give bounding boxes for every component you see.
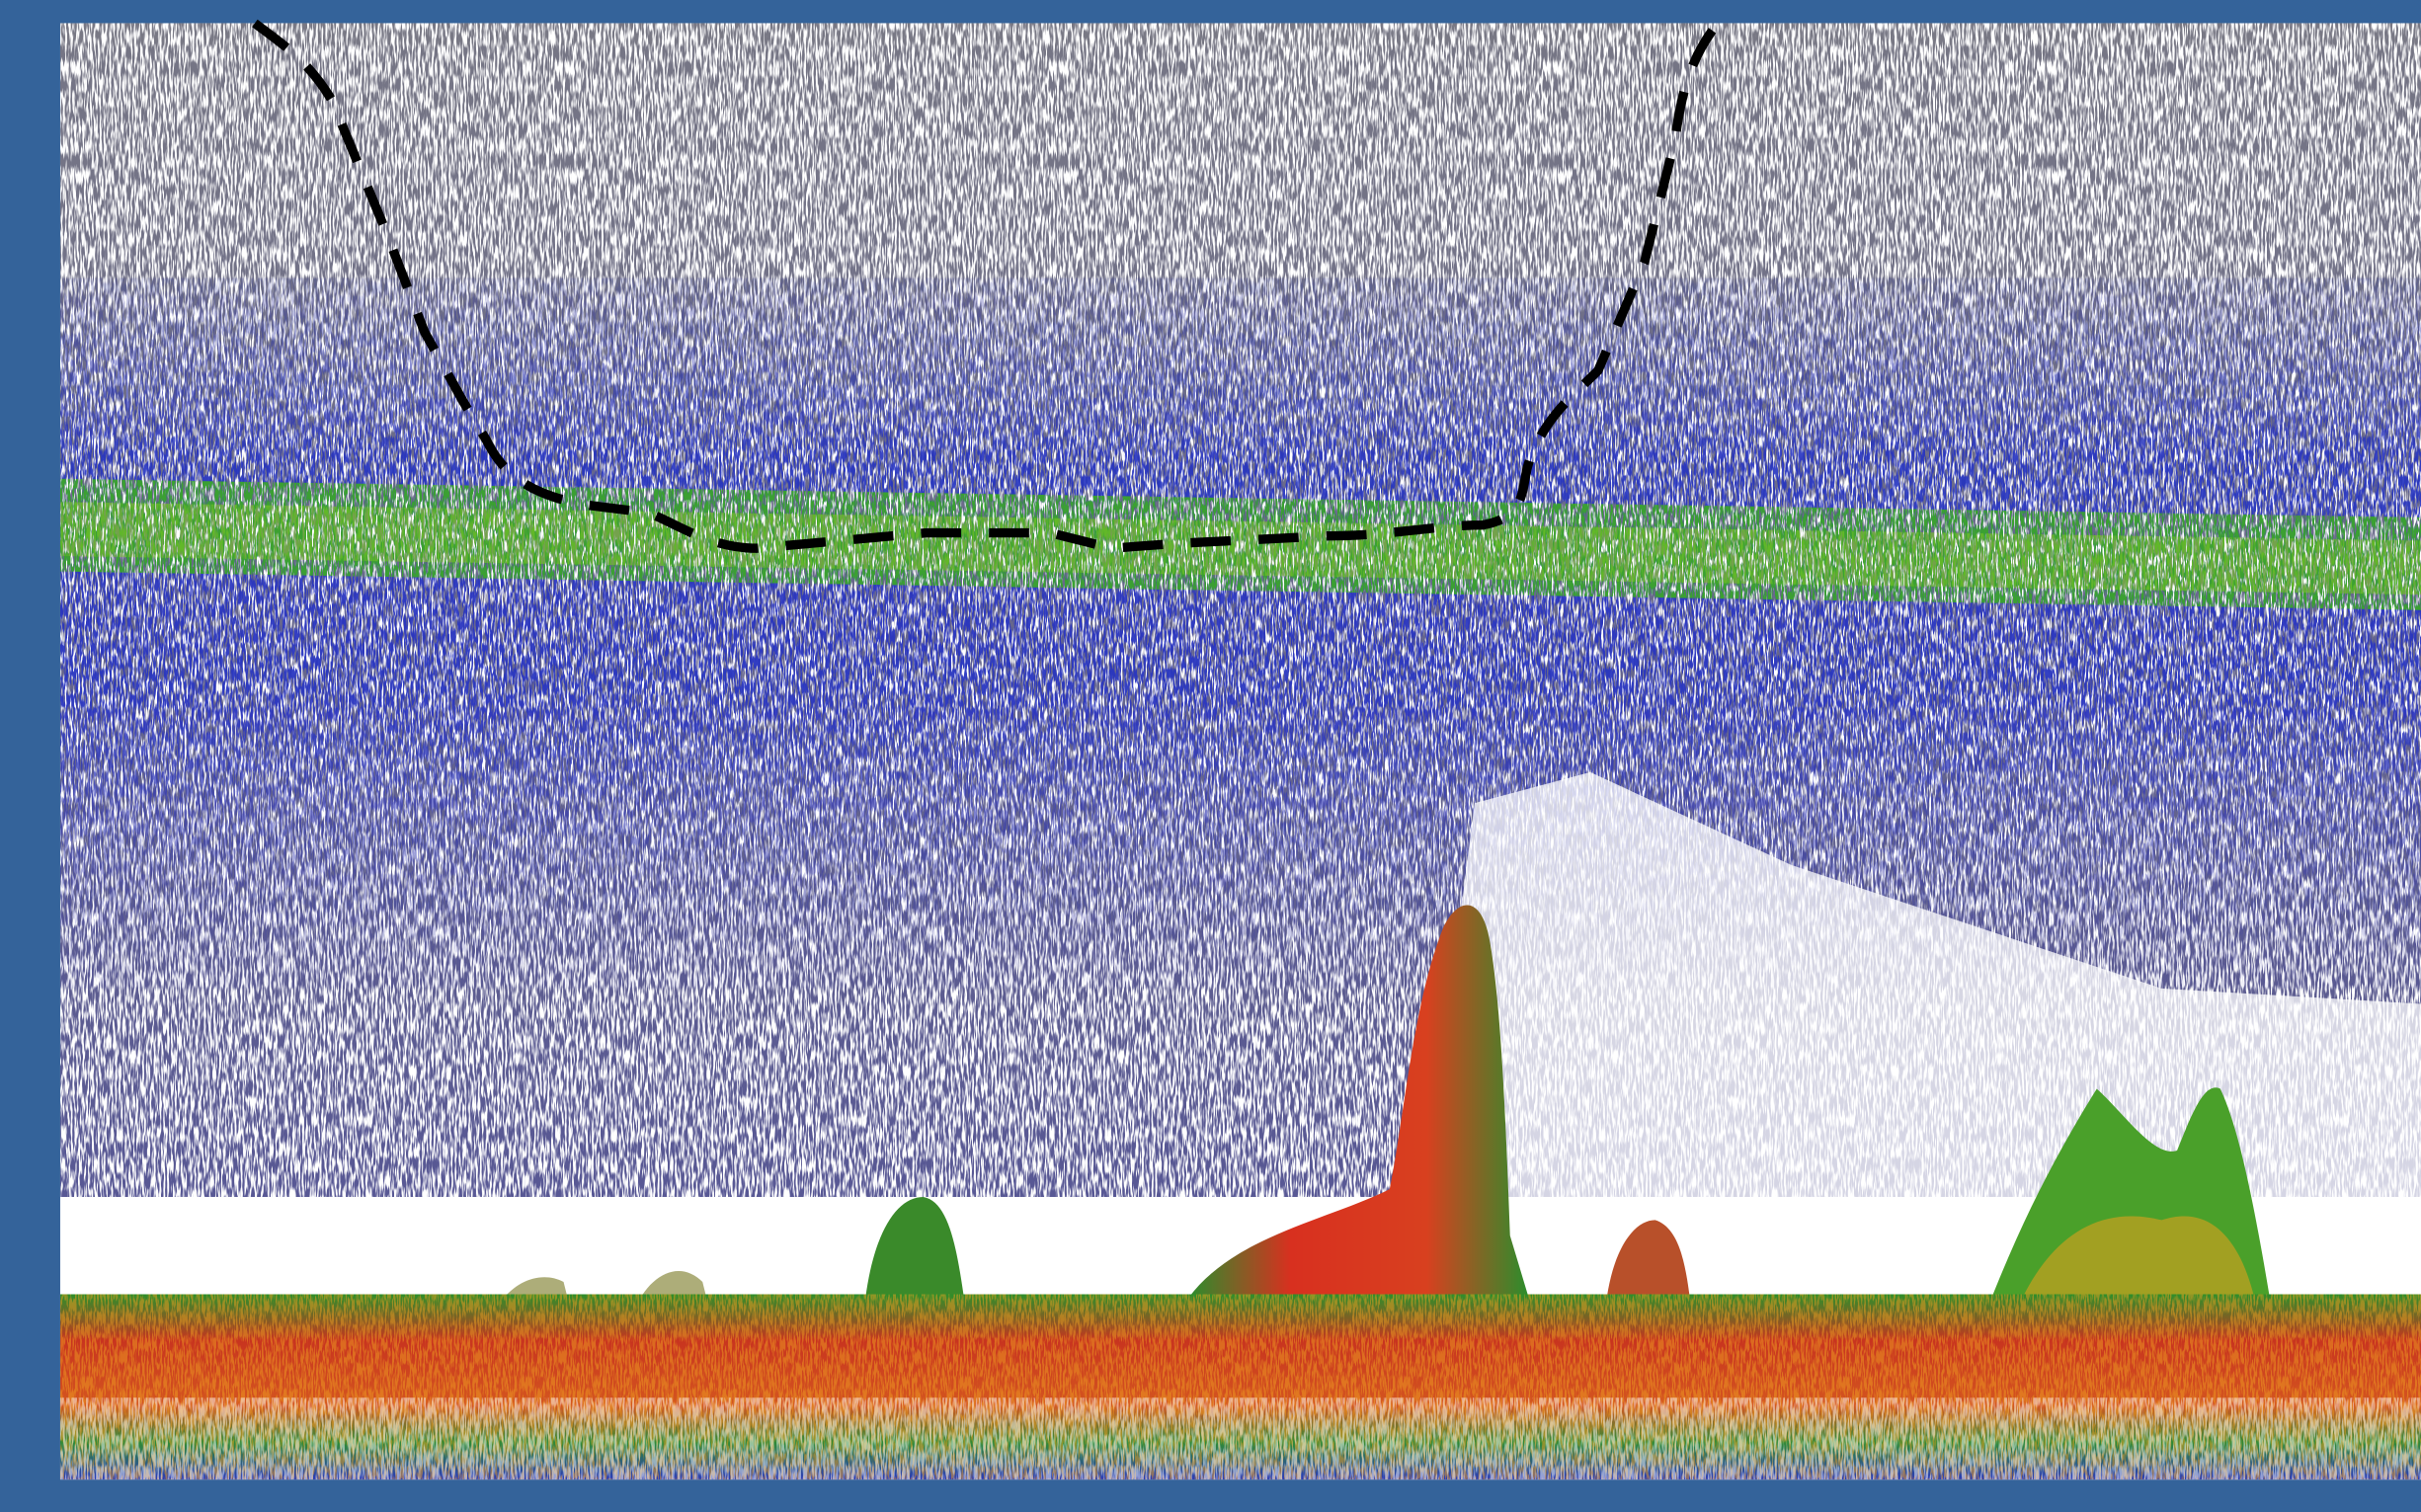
scattering-layer [60,278,2421,988]
seabed-texture [60,1397,2421,1479]
echogram-figure [0,0,2421,1512]
page [0,0,2421,1512]
